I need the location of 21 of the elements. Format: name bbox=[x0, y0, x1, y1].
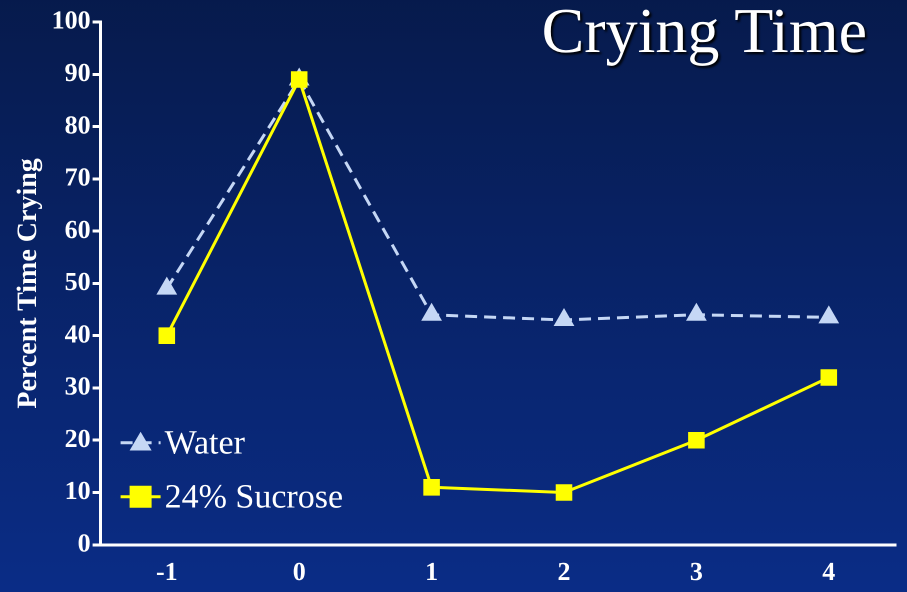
x-tick-label: -1 bbox=[156, 557, 178, 586]
y-tick-label: 10 bbox=[64, 476, 91, 506]
x-tick-label: 4 bbox=[822, 557, 836, 586]
y-tick-label: 20 bbox=[64, 424, 91, 453]
x-tick-label: 3 bbox=[690, 557, 703, 586]
y-tick-label: 90 bbox=[64, 58, 91, 87]
y-tick-label: 100 bbox=[52, 6, 91, 35]
y-tick-label: 70 bbox=[64, 162, 91, 192]
legend-label: Water bbox=[164, 424, 246, 462]
y-axis-title: Percent Time Crying bbox=[12, 158, 44, 409]
x-tick-label: 0 bbox=[292, 557, 306, 586]
chart-title: Crying Time bbox=[542, 0, 867, 68]
y-tick-label: 30 bbox=[64, 372, 91, 401]
y-tick-label: 0 bbox=[78, 528, 91, 558]
x-tick-label: 1 bbox=[425, 557, 438, 586]
legend-label: 24% Sucrose bbox=[164, 478, 344, 516]
y-tick-label: 60 bbox=[64, 214, 91, 244]
y-tick-label: 80 bbox=[64, 110, 91, 140]
y-tick-label: 50 bbox=[64, 267, 91, 296]
x-tick-label: 2 bbox=[558, 557, 570, 586]
y-tick-label: 40 bbox=[64, 319, 91, 348]
